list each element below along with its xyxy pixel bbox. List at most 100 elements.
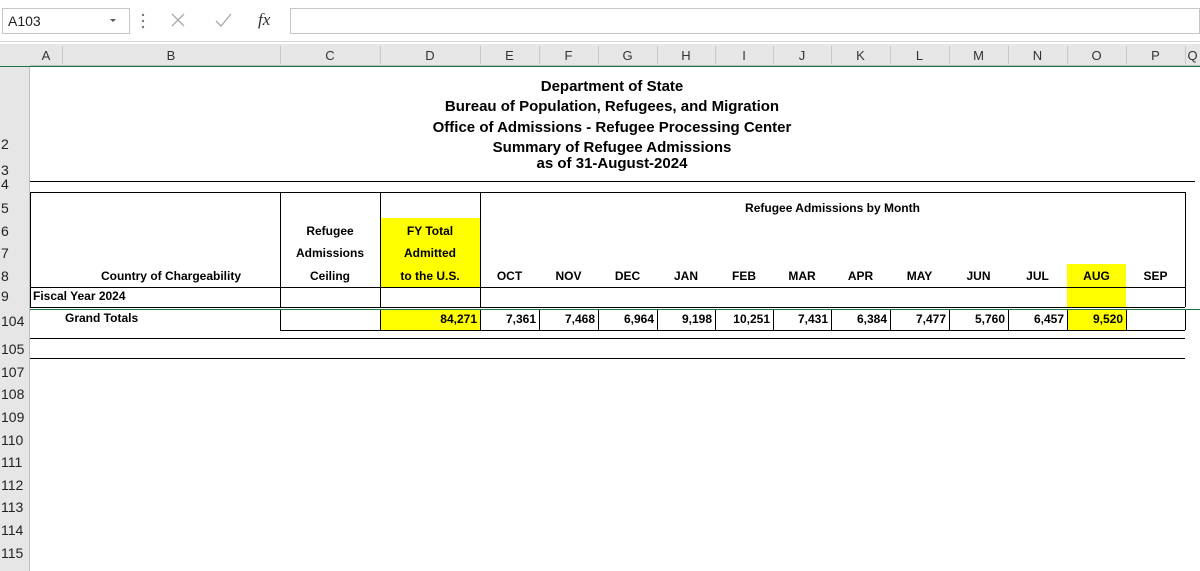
month-value: 5,760 — [974, 312, 1005, 326]
fy-total-header: FY Total — [406, 224, 454, 238]
border-line — [30, 181, 1195, 182]
month-header: MAR — [788, 269, 816, 283]
cancel-icon[interactable] — [171, 13, 185, 27]
border-line — [30, 338, 1185, 339]
fy-total-highlight — [380, 218, 480, 287]
border-line — [280, 309, 281, 330]
month-value: 10,251 — [733, 312, 770, 326]
row-header: 113 — [1, 499, 24, 515]
ceiling-header: Ceiling — [309, 269, 350, 283]
row-header: 9 — [1, 288, 9, 304]
month-header: FEB — [732, 269, 756, 283]
fy-total-header: to the U.S. — [400, 269, 460, 283]
name-box[interactable] — [2, 8, 130, 34]
border-line — [1185, 309, 1186, 330]
row-header: 111 — [1, 454, 23, 470]
column-header-divider — [598, 46, 599, 64]
column-header: M — [973, 48, 984, 63]
report-title-line: Bureau of Population, Refugees, and Migr… — [444, 98, 780, 115]
report-title-line: Summary of Refugee Admissions — [492, 139, 732, 156]
border-line — [598, 309, 599, 330]
column-header: B — [166, 48, 176, 63]
column-header: G — [622, 48, 633, 63]
month-value: 6,384 — [856, 312, 887, 326]
month-header: SEP — [1143, 269, 1168, 283]
column-header-divider — [890, 46, 891, 64]
column-header: K — [856, 48, 865, 63]
border-line — [30, 287, 1185, 288]
border-line — [480, 309, 481, 330]
month-header: JUL — [1026, 269, 1049, 283]
row-header: 107 — [1, 364, 25, 380]
border-line — [1185, 192, 1186, 307]
column-header: L — [915, 48, 924, 63]
select-all — [0, 44, 30, 66]
column-header: Q — [1187, 48, 1198, 63]
row-header: 7 — [1, 245, 9, 261]
border-line — [30, 358, 1185, 359]
row-header: 105 — [1, 341, 25, 357]
ceiling-header: Admissions — [295, 246, 364, 260]
name-box-text: A103 — [8, 13, 41, 29]
row-header: 2 — [1, 136, 9, 152]
column-header-divider — [831, 46, 832, 64]
row-header: 6 — [1, 223, 9, 239]
aug-highlight — [1067, 264, 1126, 307]
column-header-divider — [1008, 46, 1009, 64]
month-header: DEC — [614, 269, 641, 283]
fy-total-value: 84,271 — [440, 312, 477, 326]
column-header: J — [798, 48, 806, 63]
row-header: 114 — [1, 522, 24, 538]
column-header-divider — [949, 46, 950, 64]
border-line — [0, 66, 1200, 67]
report-title-line: Office of Admissions - Refugee Processin… — [432, 119, 792, 136]
column-header-divider — [715, 46, 716, 64]
dropdown-arrow[interactable] — [110, 19, 116, 22]
ceiling-header: Refugee — [306, 224, 354, 238]
column-header-divider — [62, 46, 63, 64]
border-line — [657, 309, 658, 330]
border-line — [715, 309, 716, 330]
border-line — [30, 192, 31, 307]
country-header: Country of Chargeability — [100, 269, 241, 283]
formula-input[interactable] — [290, 8, 1200, 34]
row-header: 112 — [1, 477, 24, 493]
column-header-divider — [1126, 46, 1127, 64]
month-value: 7,361 — [505, 312, 536, 326]
border-line — [380, 309, 381, 330]
month-value: 7,468 — [564, 312, 595, 326]
column-header-divider — [480, 46, 481, 64]
border-line — [30, 192, 1185, 193]
row-header: 8 — [1, 268, 9, 284]
row-header: 110 — [1, 432, 24, 448]
month-header: JAN — [673, 269, 698, 283]
column-header: P — [1151, 48, 1160, 63]
column-header: F — [564, 48, 573, 63]
column-header-divider — [1067, 46, 1068, 64]
row-header-bar — [0, 66, 30, 571]
column-header: I — [742, 48, 746, 63]
enter-icon[interactable] — [215, 13, 232, 27]
border-line — [30, 307, 1185, 308]
column-header: E — [505, 48, 514, 63]
column-header-divider — [657, 46, 658, 64]
month-header: MAY — [906, 269, 933, 283]
report-title-line: Department of State — [540, 78, 684, 95]
border-line — [949, 309, 950, 330]
fy-total-header: Admitted — [404, 246, 456, 260]
border-line — [1067, 309, 1068, 330]
month-header: NOV — [555, 269, 582, 283]
row-header: 109 — [1, 409, 25, 425]
grip — [141, 13, 145, 17]
column-header: C — [325, 48, 335, 63]
fiscal-year-label: Fiscal Year 2024 — [33, 289, 126, 303]
month-value: 6,964 — [623, 312, 654, 326]
report-title-line: as of 31-August-2024 — [536, 155, 688, 172]
row-header: 4 — [1, 176, 9, 192]
insert-function[interactable]: fx — [258, 10, 271, 29]
column-header: N — [1032, 48, 1043, 63]
toolbar-icons — [110, 13, 232, 29]
border-line — [30, 309, 1200, 310]
column-header: D — [425, 48, 435, 63]
